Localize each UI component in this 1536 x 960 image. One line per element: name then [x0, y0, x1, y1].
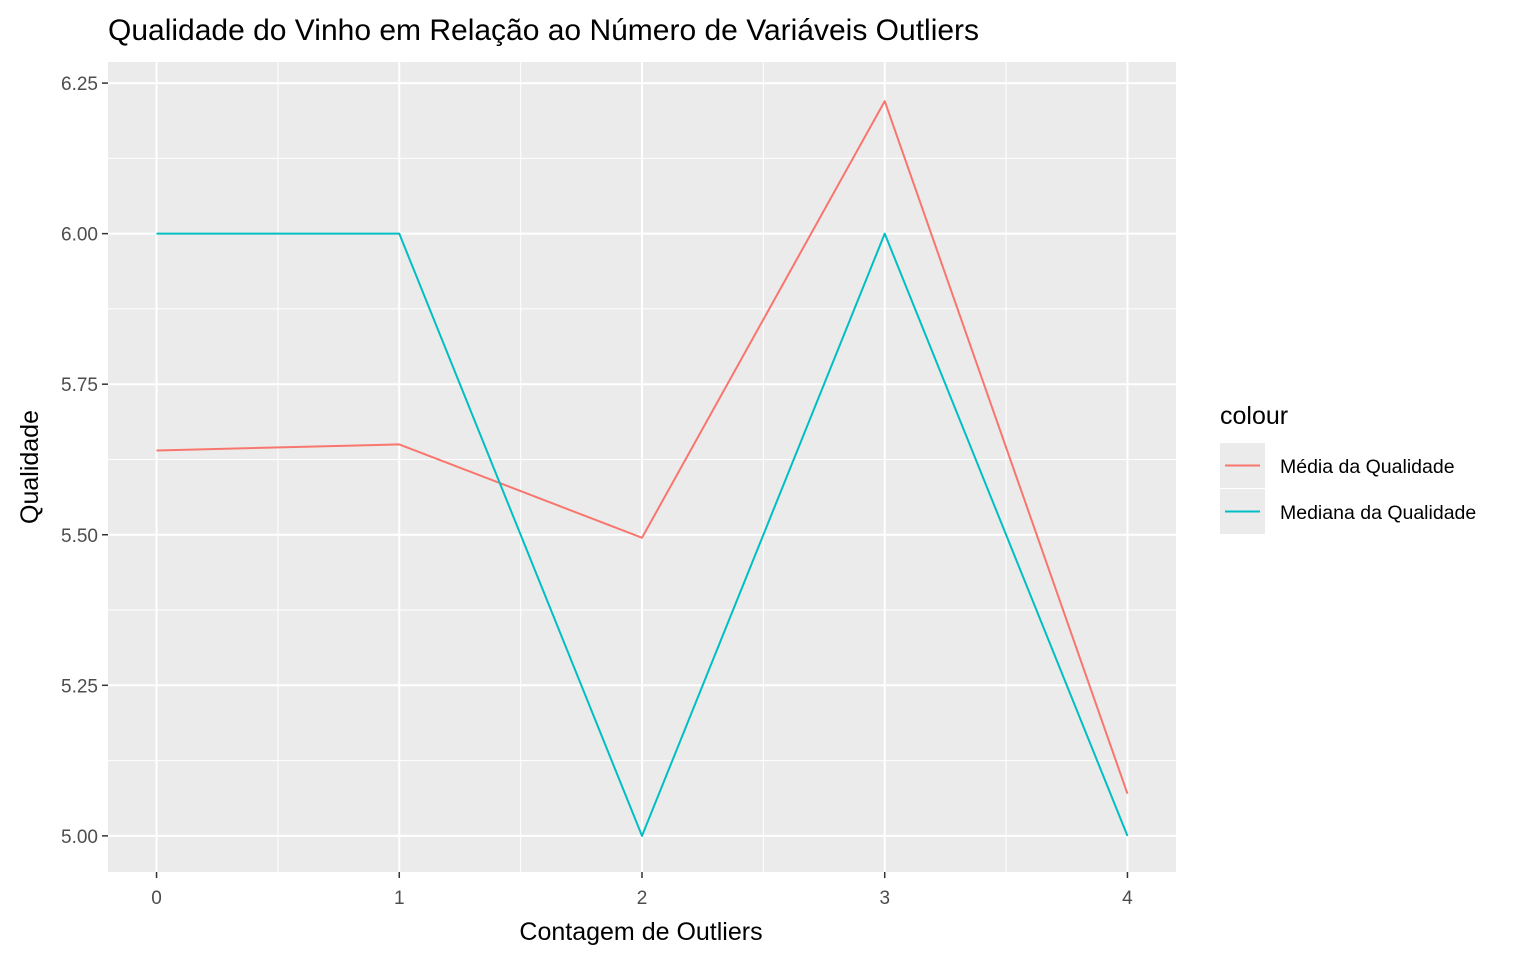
y-tick-label: 5.00	[61, 827, 98, 848]
legend-label: Mediana da Qualidade	[1280, 502, 1476, 524]
x-axis: 0 1 2 3 4	[151, 872, 1133, 909]
y-tick-label: 5.25	[61, 676, 98, 697]
x-tick-label: 0	[151, 888, 162, 909]
chart-title: Qualidade do Vinho em Relação ao Número …	[108, 14, 979, 47]
y-tick-label: 6.25	[61, 74, 98, 95]
legend-title: colour	[1220, 402, 1288, 430]
x-tick-label: 3	[879, 888, 890, 909]
y-tick-label: 5.50	[61, 526, 98, 547]
legend: colour Média da Qualidade Mediana da Qual…	[1220, 402, 1476, 534]
x-tick-label: 1	[394, 888, 405, 909]
plot-panel	[108, 62, 1176, 872]
legend-label: Média da Qualidade	[1280, 456, 1455, 478]
series-line-0	[156, 100, 1129, 795]
x-tick-label: 4	[1122, 888, 1133, 909]
x-tick-label: 2	[637, 888, 648, 909]
y-axis: 5.00 5.25 5.50 5.75 6.00 6.25	[61, 74, 108, 848]
x-axis-title: Contagem de Outliers	[519, 918, 762, 946]
series-line-1	[156, 232, 1129, 837]
y-axis-title: Qualidade	[16, 410, 44, 524]
y-tick-label: 5.75	[61, 375, 98, 396]
y-tick-label: 6.00	[61, 225, 98, 246]
